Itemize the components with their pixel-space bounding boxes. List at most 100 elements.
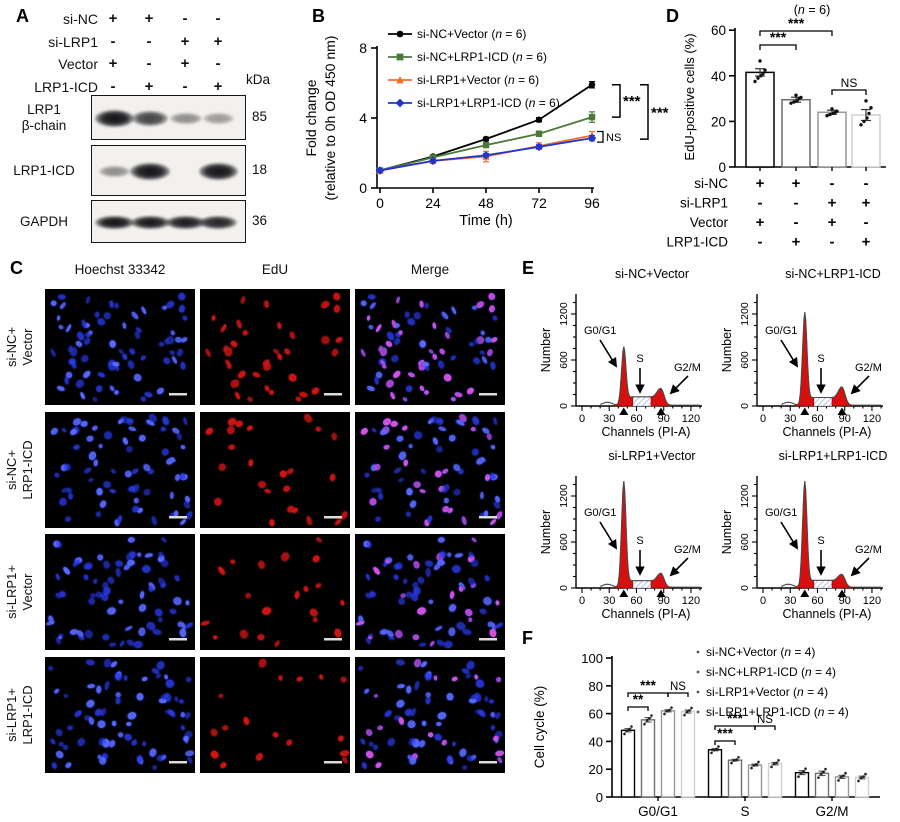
marker-triangle — [619, 589, 629, 597]
nuclei-layer — [45, 535, 195, 650]
nucleus — [409, 757, 417, 765]
marker-triangle — [800, 407, 810, 415]
nucleus — [371, 487, 380, 493]
bar — [817, 111, 847, 168]
nucleus — [468, 551, 474, 558]
nucleus — [137, 755, 143, 763]
nucleus — [450, 355, 456, 361]
molecular-weight-label: 85 — [252, 108, 268, 124]
nucleus — [170, 330, 175, 336]
merge-positive-nucleus — [461, 516, 467, 525]
scatter-dot — [859, 776, 863, 780]
x-tick-label: 30 — [603, 413, 615, 425]
condition-sign: + — [108, 10, 118, 27]
nucleus — [398, 451, 407, 461]
sig-label: NS — [841, 76, 858, 90]
series-marker — [375, 166, 385, 175]
micrograph-background — [45, 534, 195, 650]
nucleus — [407, 554, 414, 561]
merge-positive-nucleus — [487, 349, 493, 357]
microscopy-row-label-line: LRP1-ICD — [19, 440, 35, 500]
merge-positive-nucleus — [381, 364, 387, 369]
scatter-dot — [750, 766, 753, 770]
nucleus — [59, 498, 67, 506]
x-tick-label: 30 — [784, 595, 796, 607]
edu-positive-nucleus — [279, 470, 287, 478]
scatter-dot — [668, 708, 671, 712]
scale-bar — [169, 761, 187, 764]
scatter-dot — [630, 725, 633, 728]
micrograph-merge — [355, 534, 505, 650]
nucleus — [111, 469, 116, 474]
edu-positive-nucleus — [278, 675, 283, 681]
nucleus — [374, 376, 379, 385]
series-marker — [482, 135, 490, 143]
nucleus — [117, 515, 123, 523]
phase-label-g2m: G2/M — [674, 544, 701, 556]
nucleus — [493, 501, 501, 509]
nucleus — [156, 387, 164, 395]
nucleus — [459, 748, 467, 757]
nucleus — [170, 491, 174, 500]
scale-bar — [324, 761, 342, 764]
nucleus — [480, 491, 484, 500]
condition-row-label: si-LRP1 — [680, 196, 728, 211]
nucleus — [115, 568, 121, 577]
blot-protein-label: GAPDH — [0, 200, 88, 243]
nucleus — [465, 673, 471, 679]
nucleus — [55, 592, 61, 599]
nucleus — [140, 355, 146, 361]
nucleus — [452, 741, 456, 747]
nucleus — [393, 564, 400, 570]
condition-sign: + — [756, 214, 765, 231]
edu-positive-nucleus — [258, 481, 266, 488]
nucleus — [397, 684, 405, 689]
nucleus — [186, 511, 193, 520]
nucleus — [64, 376, 69, 385]
nucleus — [452, 565, 461, 573]
merge-positive-nucleus — [424, 390, 429, 395]
microscopy-row-label: si-LRP1+ Vector — [4, 534, 36, 650]
scale-bar — [169, 638, 187, 641]
nucleus — [161, 448, 169, 456]
nucleus — [358, 666, 363, 671]
nucleus — [76, 630, 84, 637]
nucleus — [177, 349, 183, 357]
microscopy-row-label: si-NC+ Vector — [4, 289, 36, 405]
edu-positive-nucleus — [296, 676, 303, 682]
nucleus — [107, 577, 115, 584]
merge-positive-nucleus — [450, 397, 456, 402]
nucleus — [127, 559, 135, 566]
nucleus — [101, 593, 109, 601]
edu-positive-nucleus — [303, 586, 309, 592]
nucleus — [61, 428, 67, 433]
merge-positive-nucleus — [444, 331, 450, 339]
merge-positive-nucleus — [413, 658, 422, 668]
edu-positive-nucleus — [247, 425, 253, 431]
y-tick-label: 40 — [711, 69, 726, 84]
edu-positive-nucleus — [264, 385, 270, 392]
nucleus — [495, 622, 503, 629]
nucleus — [132, 484, 140, 493]
nucleus — [127, 537, 135, 543]
merge-positive-nucleus — [428, 349, 434, 354]
merge-positive-nucleus — [442, 505, 449, 513]
nucleus — [117, 732, 124, 738]
merge-positive-nucleus — [373, 694, 379, 698]
scatter-dot — [645, 718, 649, 722]
nucleus — [185, 495, 190, 503]
sig-label: *** — [717, 726, 734, 741]
nucleus — [65, 371, 73, 379]
scatter-dot — [837, 779, 840, 782]
nucleus — [406, 487, 413, 496]
edu-positive-nucleus — [332, 349, 338, 357]
blot-protein-label-line: GAPDH — [19, 213, 68, 229]
scatter-dot — [842, 774, 845, 778]
g2m-arrow — [850, 557, 870, 577]
nucleus — [398, 598, 405, 605]
nucleus — [380, 428, 387, 436]
scatter-dot — [688, 709, 691, 712]
x-tick-label: 90 — [658, 413, 670, 425]
nucleus — [120, 416, 129, 424]
scatter-dot — [770, 765, 773, 769]
